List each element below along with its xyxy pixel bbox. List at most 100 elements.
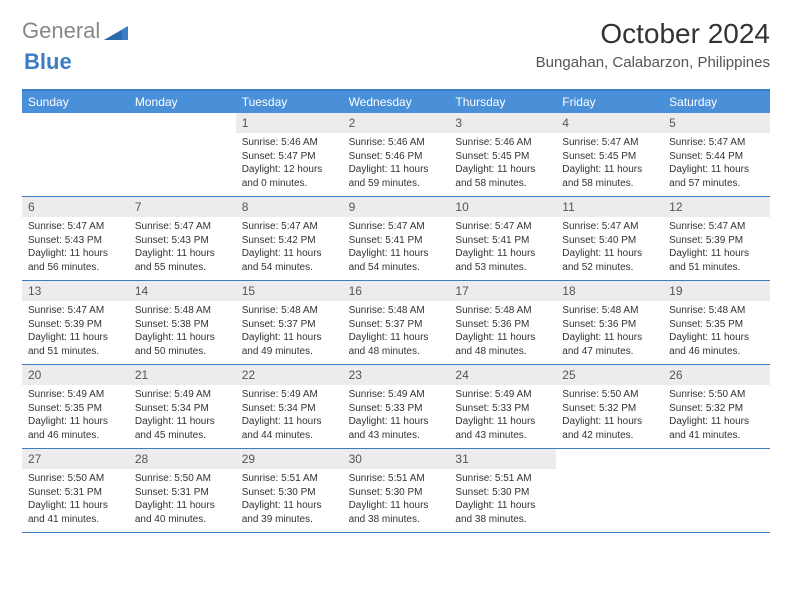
- day-info: Sunrise: 5:51 AMSunset: 5:30 PMDaylight:…: [347, 472, 446, 526]
- day-number: 29: [236, 449, 343, 469]
- day-info: Sunrise: 5:47 AMSunset: 5:43 PMDaylight:…: [26, 220, 125, 274]
- day-number: 7: [129, 197, 236, 217]
- day-number: 17: [449, 281, 556, 301]
- day-cell: [663, 449, 770, 532]
- day-info: Sunrise: 5:49 AMSunset: 5:35 PMDaylight:…: [26, 388, 125, 442]
- day-number: 4: [556, 113, 663, 133]
- day-cell: 22Sunrise: 5:49 AMSunset: 5:34 PMDayligh…: [236, 365, 343, 448]
- day-number: 23: [343, 365, 450, 385]
- day-cell: 16 Sunrise: 5:48 AMSunset: 5:37 PMDayligh…: [343, 281, 450, 364]
- day-info: Sunrise: 5:47 AMSunset: 5:42 PMDaylight:…: [240, 220, 339, 274]
- day-number: 13: [22, 281, 129, 301]
- day-info: Sunrise: 5:47 AMSunset: 5:39 PMDaylight:…: [667, 220, 766, 274]
- day-number: 6: [22, 197, 129, 217]
- day-cell: 26 Sunrise: 5:50 AMSunset: 5:32 PMDayligh…: [663, 365, 770, 448]
- location-text: Bungahan, Calabarzon, Philippines: [536, 54, 770, 71]
- day-cell: [22, 113, 129, 196]
- day-cell: 9 Sunrise: 5:47 AMSunset: 5:41 PMDaylight…: [343, 197, 450, 280]
- day-cell: 2 Sunrise: 5:46 AMSunset: 5:46 PMDaylight…: [343, 113, 450, 196]
- day-info: Sunrise: 5:50 AMSunset: 5:31 PMDaylight:…: [26, 472, 125, 526]
- day-cell: 3 Sunrise: 5:46 AMSunset: 5:45 PMDaylight…: [449, 113, 556, 196]
- day-cell: 6 Sunrise: 5:47 AMSunset: 5:43 PMDaylight…: [22, 197, 129, 280]
- day-cell: 5Sunrise: 5:47 AMSunset: 5:44 PMDaylight…: [663, 113, 770, 196]
- day-number: 25: [556, 365, 663, 385]
- day-cell: 30 Sunrise: 5:51 AMSunset: 5:30 PMDayligh…: [343, 449, 450, 532]
- day-cell: 19Sunrise: 5:48 AMSunset: 5:35 PMDayligh…: [663, 281, 770, 364]
- day-number: 16: [343, 281, 450, 301]
- day-of-week-cell: Friday: [556, 91, 663, 113]
- week-row: 6Sunrise: 5:47 AMSunset: 5:43 PMDaylight…: [22, 197, 770, 281]
- day-of-week-cell: Thursday: [449, 91, 556, 113]
- day-cell: 1 Sunrise: 5:46 AMSunset: 5:47 PMDaylight…: [236, 113, 343, 196]
- day-info: Sunrise: 5:49 AMSunset: 5:34 PMDaylight:…: [133, 388, 232, 442]
- day-number: 14: [129, 281, 236, 301]
- day-number: 8: [236, 197, 343, 217]
- day-info: Sunrise: 5:51 AMSunset: 5:30 PMDaylight:…: [453, 472, 552, 526]
- day-cell: 23 Sunrise: 5:49 AMSunset: 5:33 PMDayligh…: [343, 365, 450, 448]
- day-cell: 12Sunrise: 5:47 AMSunset: 5:39 PMDayligh…: [663, 197, 770, 280]
- day-info: Sunrise: 5:47 AMSunset: 5:41 PMDaylight:…: [347, 220, 446, 274]
- day-number: 15: [236, 281, 343, 301]
- day-info: Sunrise: 5:48 AMSunset: 5:38 PMDaylight:…: [133, 304, 232, 358]
- day-info: Sunrise: 5:47 AMSunset: 5:40 PMDaylight:…: [560, 220, 659, 274]
- day-cell: 27 Sunrise: 5:50 AMSunset: 5:31 PMDayligh…: [22, 449, 129, 532]
- logo-text-blue: Blue: [24, 49, 72, 74]
- week-row: 13 Sunrise: 5:47 AMSunset: 5:39 PMDayligh…: [22, 281, 770, 365]
- day-cell: [556, 449, 663, 532]
- day-info: Sunrise: 5:47 AMSunset: 5:39 PMDaylight:…: [26, 304, 125, 358]
- day-info: Sunrise: 5:46 AMSunset: 5:45 PMDaylight:…: [453, 136, 552, 190]
- day-cell: 7 Sunrise: 5:47 AMSunset: 5:43 PMDaylight…: [129, 197, 236, 280]
- day-info: Sunrise: 5:47 AMSunset: 5:41 PMDaylight:…: [453, 220, 552, 274]
- day-number: 28: [129, 449, 236, 469]
- day-info: Sunrise: 5:48 AMSunset: 5:37 PMDaylight:…: [347, 304, 446, 358]
- day-number: 2: [343, 113, 450, 133]
- day-info: Sunrise: 5:50 AMSunset: 5:32 PMDaylight:…: [560, 388, 659, 442]
- day-cell: 18 Sunrise: 5:48 AMSunset: 5:36 PMDayligh…: [556, 281, 663, 364]
- weeks-container: 1 Sunrise: 5:46 AMSunset: 5:47 PMDaylight…: [22, 113, 770, 533]
- day-number: 5: [663, 113, 770, 133]
- day-info: Sunrise: 5:50 AMSunset: 5:31 PMDaylight:…: [133, 472, 232, 526]
- day-info: Sunrise: 5:46 AMSunset: 5:46 PMDaylight:…: [347, 136, 446, 190]
- day-cell: 14 Sunrise: 5:48 AMSunset: 5:38 PMDayligh…: [129, 281, 236, 364]
- day-info: Sunrise: 5:50 AMSunset: 5:32 PMDaylight:…: [667, 388, 766, 442]
- day-info: Sunrise: 5:49 AMSunset: 5:33 PMDaylight:…: [347, 388, 446, 442]
- day-info: Sunrise: 5:46 AMSunset: 5:47 PMDaylight:…: [240, 136, 339, 190]
- day-cell: 29 Sunrise: 5:51 AMSunset: 5:30 PMDayligh…: [236, 449, 343, 532]
- day-number: 11: [556, 197, 663, 217]
- day-of-week-cell: Wednesday: [343, 91, 450, 113]
- day-number: 19: [663, 281, 770, 301]
- day-number: 31: [449, 449, 556, 469]
- day-cell: 13 Sunrise: 5:47 AMSunset: 5:39 PMDayligh…: [22, 281, 129, 364]
- day-number: 27: [22, 449, 129, 469]
- day-of-week-cell: Sunday: [22, 91, 129, 113]
- day-number: 30: [343, 449, 450, 469]
- day-number: 9: [343, 197, 450, 217]
- day-cell: 15Sunrise: 5:48 AMSunset: 5:37 PMDayligh…: [236, 281, 343, 364]
- day-info: Sunrise: 5:47 AMSunset: 5:43 PMDaylight:…: [133, 220, 232, 274]
- day-info: Sunrise: 5:49 AMSunset: 5:34 PMDaylight:…: [240, 388, 339, 442]
- week-row: 1 Sunrise: 5:46 AMSunset: 5:47 PMDaylight…: [22, 113, 770, 197]
- day-of-week-row: SundayMondayTuesdayWednesdayThursdayFrid…: [22, 91, 770, 113]
- day-info: Sunrise: 5:48 AMSunset: 5:36 PMDaylight:…: [560, 304, 659, 358]
- day-cell: 10 Sunrise: 5:47 AMSunset: 5:41 PMDayligh…: [449, 197, 556, 280]
- day-cell: 11 Sunrise: 5:47 AMSunset: 5:40 PMDayligh…: [556, 197, 663, 280]
- day-number: 3: [449, 113, 556, 133]
- logo-triangle-icon: [104, 22, 128, 40]
- day-cell: 28 Sunrise: 5:50 AMSunset: 5:31 PMDayligh…: [129, 449, 236, 532]
- day-info: Sunrise: 5:47 AMSunset: 5:45 PMDaylight:…: [560, 136, 659, 190]
- month-title: October 2024: [536, 18, 770, 50]
- title-block: October 2024 Bungahan, Calabarzon, Phili…: [536, 18, 770, 71]
- day-number: 26: [663, 365, 770, 385]
- day-number: 1: [236, 113, 343, 133]
- day-info: Sunrise: 5:51 AMSunset: 5:30 PMDaylight:…: [240, 472, 339, 526]
- day-number: 10: [449, 197, 556, 217]
- day-cell: 20Sunrise: 5:49 AMSunset: 5:35 PMDayligh…: [22, 365, 129, 448]
- day-cell: [129, 113, 236, 196]
- week-row: 27Sunrise: 5:50 AMSunset: 5:31 PMDayligh…: [22, 449, 770, 533]
- day-number: 18: [556, 281, 663, 301]
- calendar: SundayMondayTuesdayWednesdayThursdayFrid…: [22, 89, 770, 533]
- day-cell: 31 Sunrise: 5:51 AMSunset: 5:30 PMDayligh…: [449, 449, 556, 532]
- day-number: 21: [129, 365, 236, 385]
- logo-text-general: General: [22, 18, 100, 44]
- day-cell: 21 Sunrise: 5:49 AMSunset: 5:34 PMDayligh…: [129, 365, 236, 448]
